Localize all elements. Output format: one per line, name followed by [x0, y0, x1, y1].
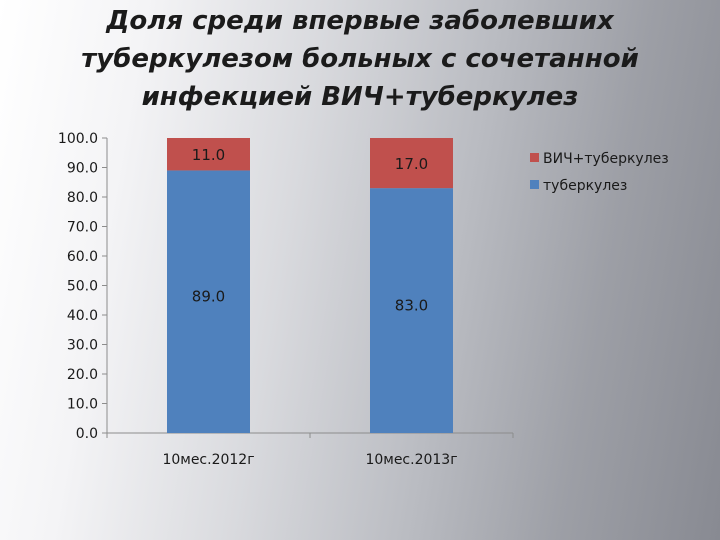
bar-segment: [167, 170, 250, 433]
bar-segment: [370, 188, 453, 433]
y-tick-label: 30.0: [67, 338, 98, 354]
y-tick-label: 80.0: [67, 190, 98, 206]
y-tick-label: 0.0: [76, 426, 98, 442]
bar-segment: [167, 138, 250, 171]
data-label: 11.0: [192, 146, 225, 164]
slide-title: Доля среди впервые заболевших туберкулез…: [0, 2, 720, 116]
y-tick-label: 60.0: [67, 249, 98, 265]
x-tick-label: 10мес.2013г: [365, 452, 457, 468]
bar-segment: [370, 138, 453, 189]
x-tick-label: 10мес.2012г: [162, 452, 254, 468]
title-line-3: инфекцией ВИЧ+туберкулез: [141, 82, 579, 112]
legend-label: туберкулез: [543, 178, 627, 194]
y-tick-label: 100.0: [58, 131, 98, 147]
legend-label: ВИЧ+туберкулез: [543, 151, 669, 167]
title-line-1: Доля среди впервые заболевших: [106, 6, 614, 36]
y-tick-label: 40.0: [67, 308, 98, 324]
data-label: 17.0: [395, 155, 428, 173]
data-label: 83.0: [395, 297, 428, 315]
legend-swatch: [530, 153, 539, 162]
title-line-2: туберкулезом больных с сочетанной: [81, 44, 639, 74]
legend-swatch: [530, 180, 539, 189]
y-tick-label: 20.0: [67, 367, 98, 383]
y-tick-label: 10.0: [67, 397, 98, 413]
y-tick-label: 90.0: [67, 161, 98, 177]
y-tick-label: 70.0: [67, 220, 98, 236]
y-tick-label: 50.0: [67, 279, 98, 295]
data-label: 89.0: [192, 288, 225, 306]
